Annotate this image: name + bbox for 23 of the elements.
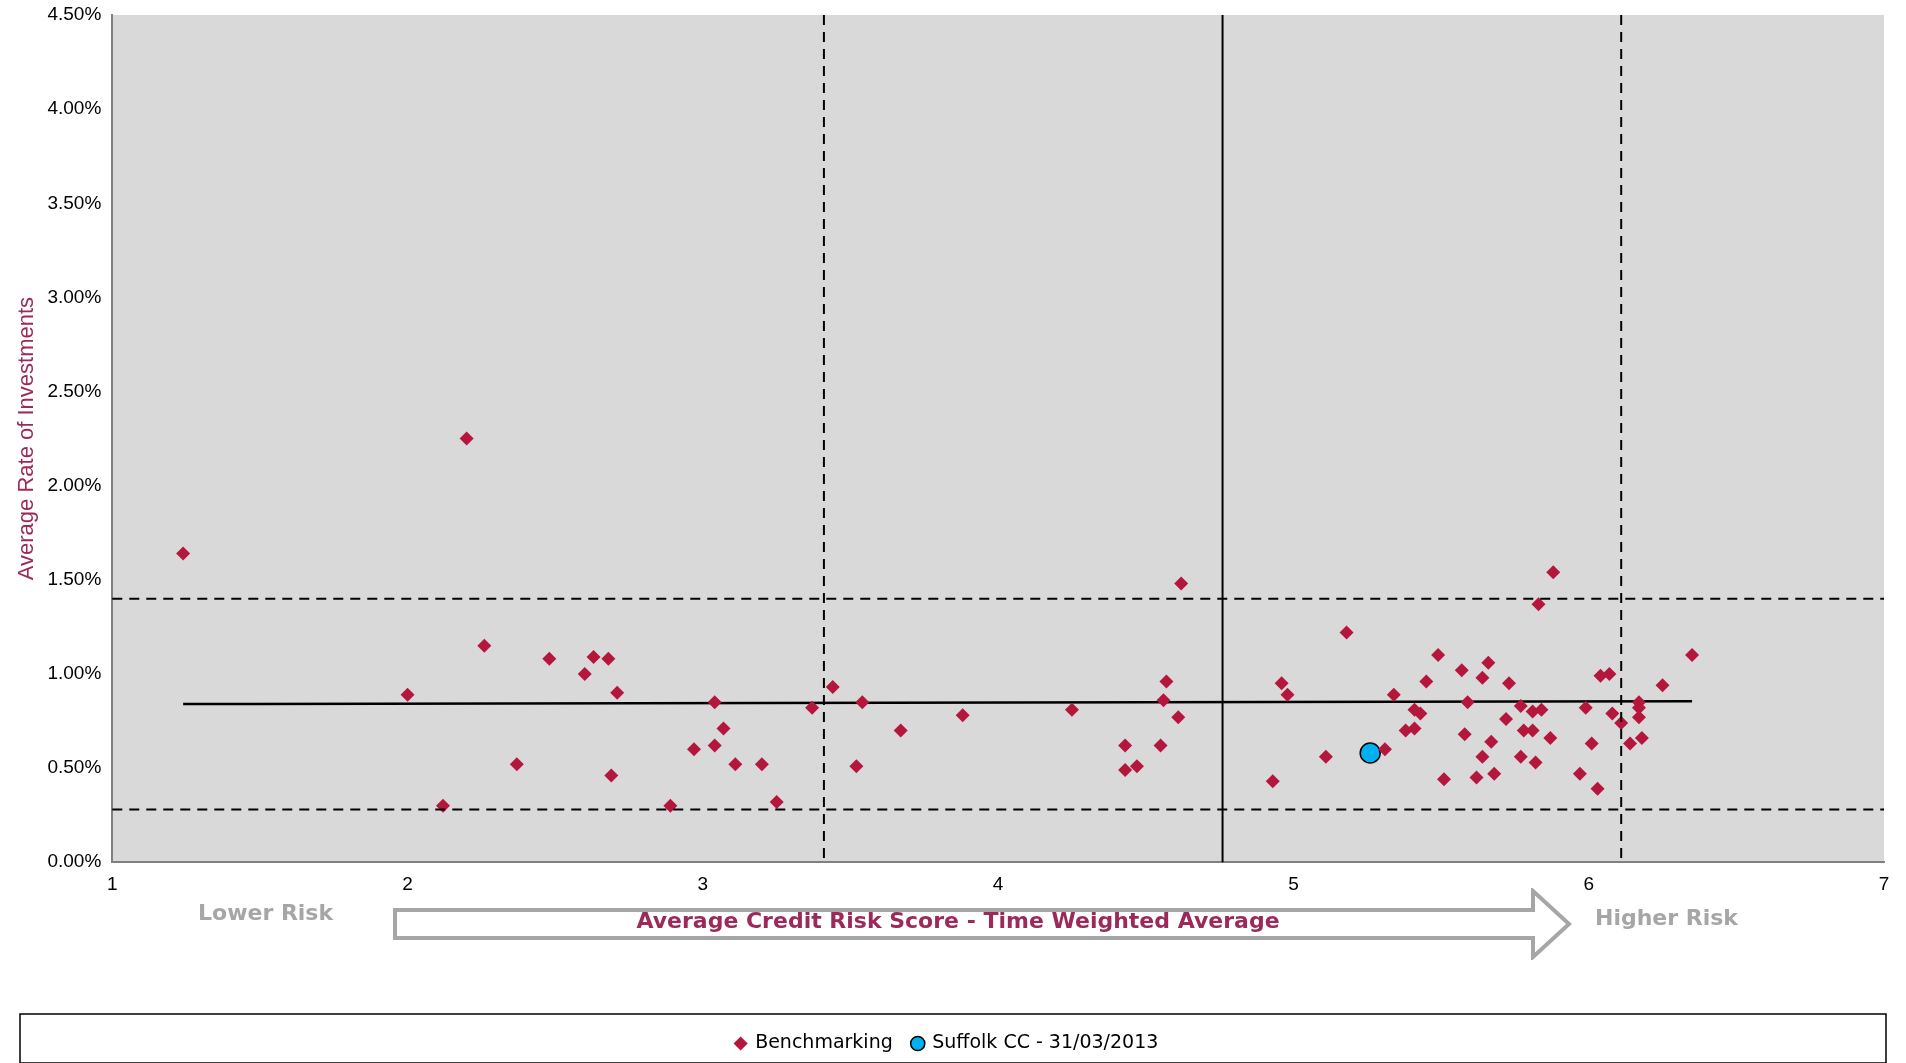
x-tick-label: 3 (697, 872, 709, 894)
y-tick-label: 0.50% (47, 756, 102, 778)
text: Lower Risk (198, 900, 334, 925)
legend-label: Suffolk CC - 31/03/2013 (932, 1030, 1159, 1053)
y-tick-label: 2.00% (47, 473, 102, 495)
y-tick-label: 1.50% (47, 568, 102, 590)
x-tick-label: 7 (1878, 872, 1890, 894)
x-tick-label: 5 (1288, 872, 1299, 894)
text: Higher Risk (1595, 905, 1738, 930)
y-tick-label: 3.50% (47, 191, 102, 213)
y-tick-label: 0.00% (47, 850, 102, 872)
y-axis-title: Average Rate of Investments (13, 296, 39, 581)
y-tick-label: 4.50% (47, 3, 102, 25)
x-tick-label: 4 (992, 872, 1004, 894)
x-tick-label: 2 (402, 872, 413, 894)
y-tick-label: 4.00% (47, 97, 102, 119)
x-tick-label: 6 (1583, 872, 1594, 894)
y-tick-label: 3.00% (47, 285, 102, 307)
legend-label: Benchmarking (755, 1030, 893, 1053)
x-axis-title: Average Credit Risk Score - Time Weighted Average (635, 908, 1281, 933)
y-tick-label: 1.00% (47, 662, 102, 684)
y-tick-label: 2.50% (47, 379, 102, 401)
x-tick-label: 1 (106, 872, 118, 894)
